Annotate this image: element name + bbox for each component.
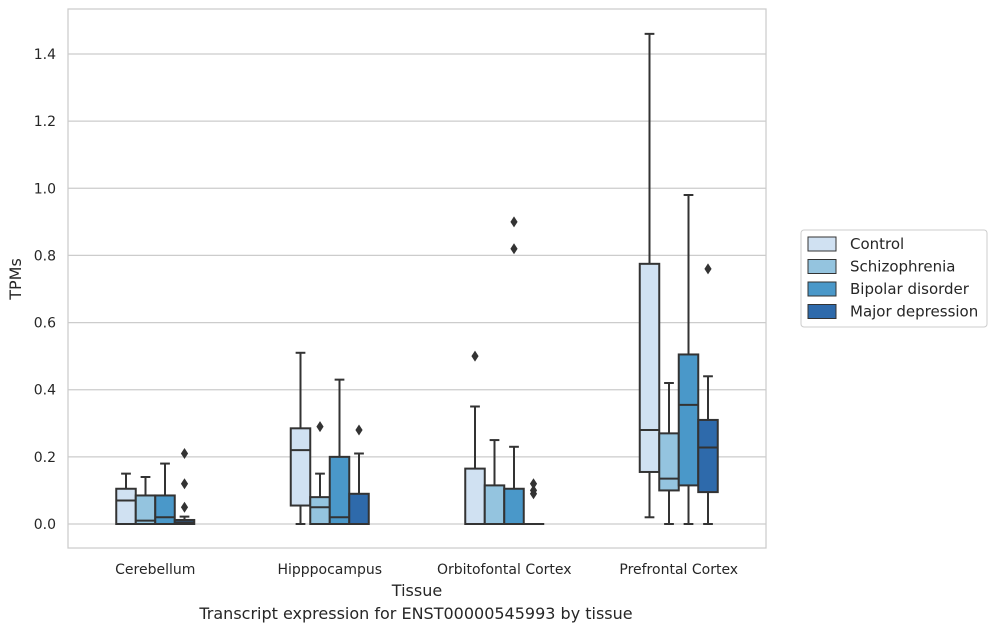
y-axis-label: TPMs [6, 258, 25, 301]
box [658, 382, 680, 525]
y-tick-label: 0.8 [34, 248, 56, 264]
x-tick-labels: Cerebellum Hipppocampus Orbitofontal Corte… [115, 562, 738, 578]
box [328, 378, 351, 526]
box [154, 462, 176, 526]
box-body [638, 262, 661, 473]
x-tick-label: Cerebellum [115, 562, 195, 578]
box-body [677, 353, 700, 487]
box-body [348, 492, 370, 525]
y-tick-label: 1.2 [34, 114, 56, 130]
box-body [309, 496, 331, 525]
box [677, 194, 700, 525]
legend-swatch [807, 281, 837, 297]
outlier-point [355, 424, 363, 436]
legend: Control Schizophrenia Bipolar disorder Majo… [800, 229, 988, 328]
box-body [289, 427, 312, 507]
legend-label: Major depression [850, 303, 978, 321]
x-tick-label: Prefrontal Cortex [619, 562, 738, 578]
legend-swatch [807, 259, 837, 274]
box [289, 351, 312, 525]
outlier-point [510, 243, 518, 255]
box-body [115, 487, 137, 525]
legend-label: Control [850, 235, 904, 253]
y-tick-label: 0.2 [34, 450, 56, 466]
outlier-point [316, 421, 324, 433]
box-body [154, 494, 176, 526]
outlier-point [471, 350, 479, 362]
legend-frame [800, 229, 988, 328]
box [348, 424, 370, 525]
box [464, 350, 486, 526]
boxplot-chart: 0.0 0.2 0.4 0.6 0.8 1.0 1.2 1.4 Cerebellum Hippp… [6, 8, 988, 600]
legend-swatch [807, 304, 837, 319]
outlier-point [180, 478, 189, 490]
legend-label: Bipolar disorder [850, 280, 970, 298]
y-tick-label: 1.4 [34, 47, 56, 63]
outlier-point [704, 263, 712, 275]
box [503, 216, 525, 525]
legend-label: Schizophrenia [850, 258, 955, 276]
x-axis-label: Tissue [391, 581, 442, 600]
box [697, 263, 719, 525]
outlier-point [180, 448, 189, 459]
y-tick-label: 0.0 [34, 517, 56, 533]
y-tick-labels: 0.0 0.2 0.4 0.6 0.8 1.0 1.2 1.4 [34, 47, 56, 533]
y-tick-label: 1.0 [34, 181, 56, 197]
series-bipolar-disorder [154, 194, 700, 526]
box [134, 476, 157, 526]
series-control [115, 32, 661, 526]
plot-frame [67, 8, 767, 549]
series-major-depression [173, 263, 719, 526]
box [115, 472, 137, 525]
box-body [658, 432, 680, 492]
series-schizophrenia [134, 382, 680, 526]
box [173, 448, 196, 526]
x-tick-label: Orbitofontal Cortex [437, 562, 572, 578]
box-body [697, 418, 719, 494]
outlier-point [529, 484, 538, 496]
y-tick-label: 0.6 [34, 316, 56, 332]
box [483, 439, 506, 525]
outlier-point [510, 216, 518, 228]
box [309, 421, 331, 525]
box-body [483, 484, 506, 525]
box-body [503, 487, 525, 525]
outlier-point [180, 501, 189, 513]
x-tick-label: Hipppocampus [277, 562, 382, 578]
figure-caption: Transcript expression for ENST0000054599… [199, 604, 633, 623]
outlier-point [529, 478, 538, 490]
box [522, 478, 545, 526]
box-body [328, 455, 351, 526]
legend-swatch [807, 236, 837, 252]
box-series [115, 32, 719, 526]
box-body [464, 467, 486, 526]
box [638, 32, 661, 519]
y-tick-label: 0.4 [34, 383, 56, 399]
